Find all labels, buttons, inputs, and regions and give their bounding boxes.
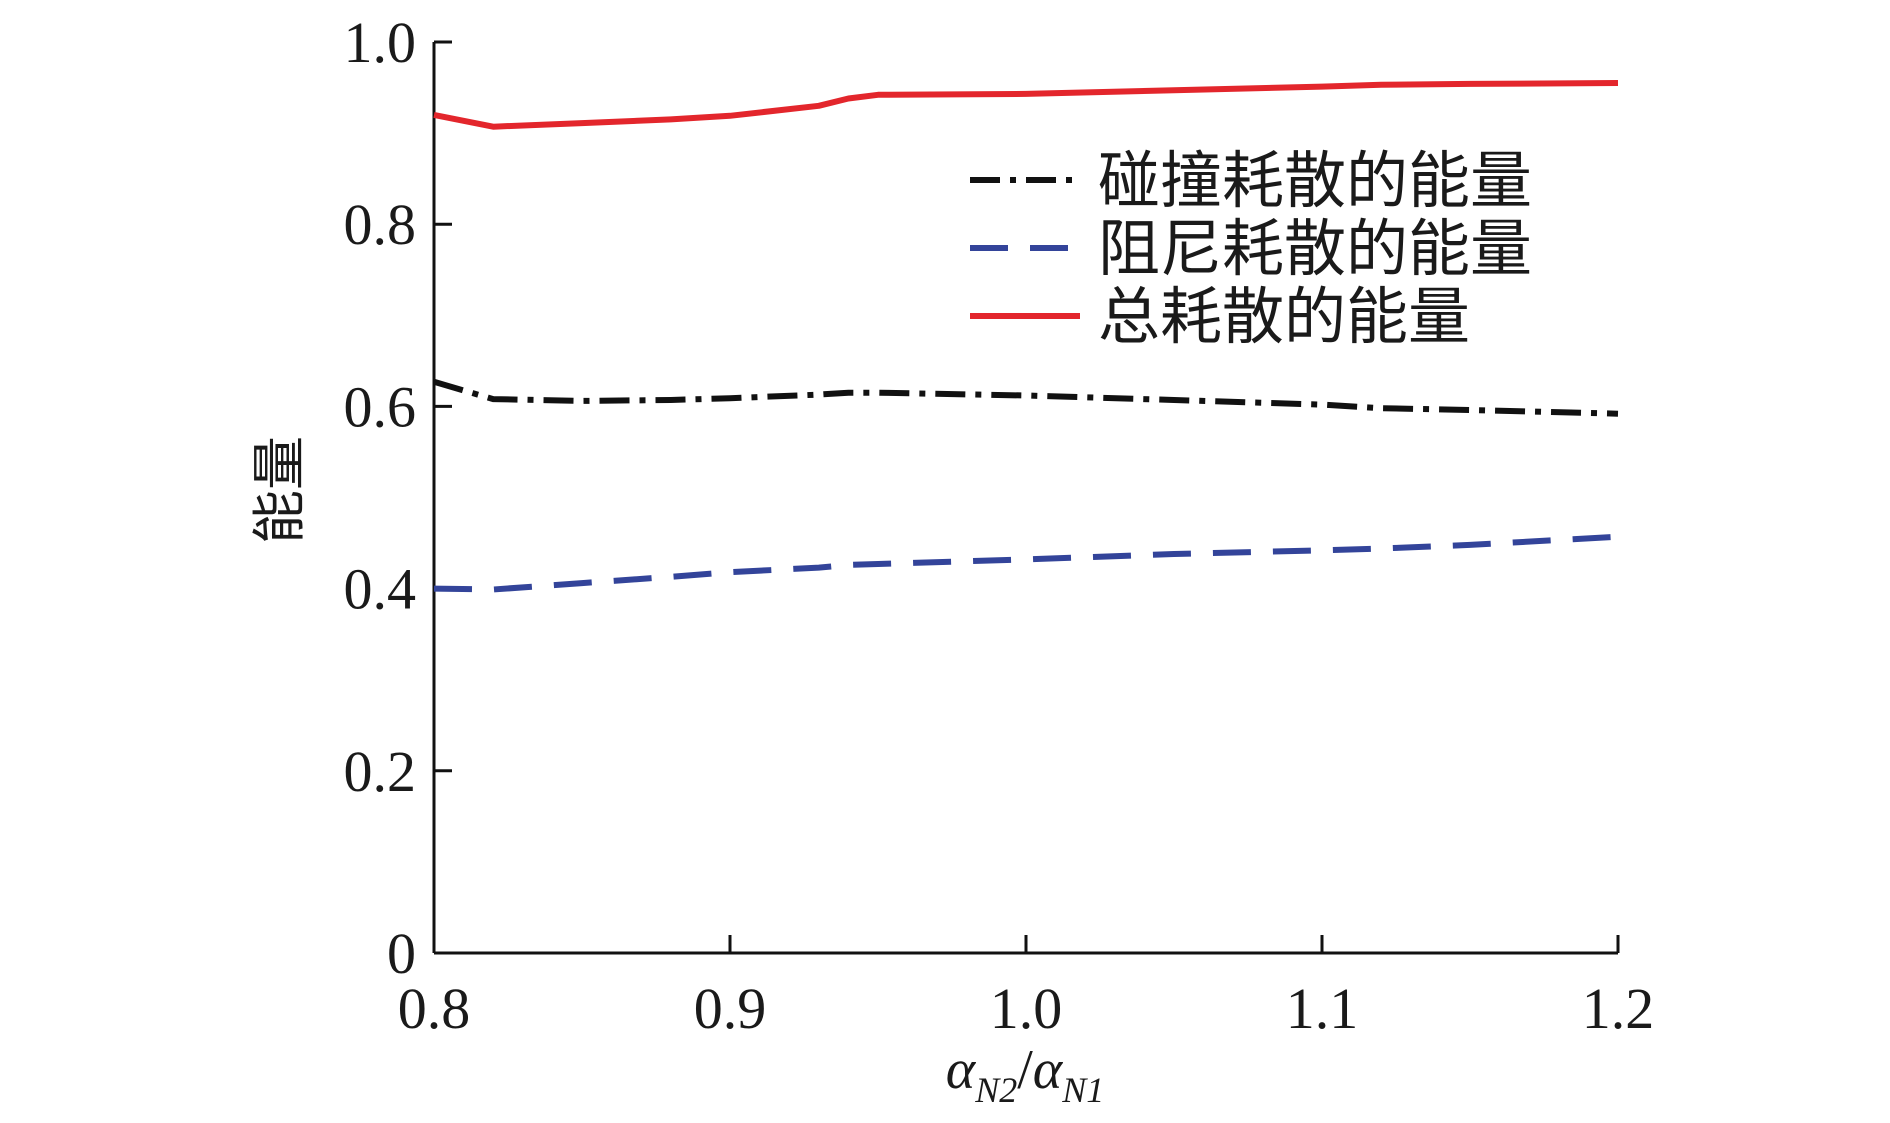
legend-label-2: 总耗散的能量 <box>1098 280 1470 353</box>
x-title-numerator: α <box>946 1039 977 1101</box>
series-line-0 <box>433 378 1619 417</box>
x-title-numerator-sub: N2 <box>974 1070 1017 1110</box>
legend-label-1: 阻尼耗散的能量 <box>1098 212 1532 285</box>
x-tick-label-1: 0.9 <box>694 976 767 1041</box>
x-tick-label-4: 1.2 <box>1582 976 1655 1041</box>
y-tick-label-5: 1.0 <box>344 10 417 75</box>
x-axis-title: αN2/αN1 <box>946 1039 1104 1110</box>
series-line-2 <box>433 80 1619 130</box>
axes: 0 0.2 0.4 0.6 0.8 1.0 0.8 0.9 1.0 1.1 1.2 <box>344 10 1655 1041</box>
legend-label-0: 碰撞耗散的能量 <box>1098 144 1532 217</box>
y-axis-title: 能量 <box>248 436 311 544</box>
y-tick-label-0: 0 <box>387 921 416 986</box>
x-tick-label-0: 0.8 <box>398 976 471 1041</box>
x-title-denominator: α <box>1033 1039 1064 1101</box>
y-tick-label-1: 0.2 <box>344 739 417 804</box>
x-tick-label-3: 1.1 <box>1286 976 1359 1041</box>
y-tick-label-3: 0.6 <box>344 374 417 439</box>
x-title-slash: / <box>1017 1039 1033 1101</box>
series-line-1 <box>433 533 1619 593</box>
y-tick-label-4: 0.8 <box>344 192 417 257</box>
x-title-denominator-sub: N1 <box>1061 1070 1104 1110</box>
y-tick-label-2: 0.4 <box>344 557 417 622</box>
x-tick-label-2: 1.0 <box>990 976 1063 1041</box>
series-layer <box>433 80 1619 593</box>
